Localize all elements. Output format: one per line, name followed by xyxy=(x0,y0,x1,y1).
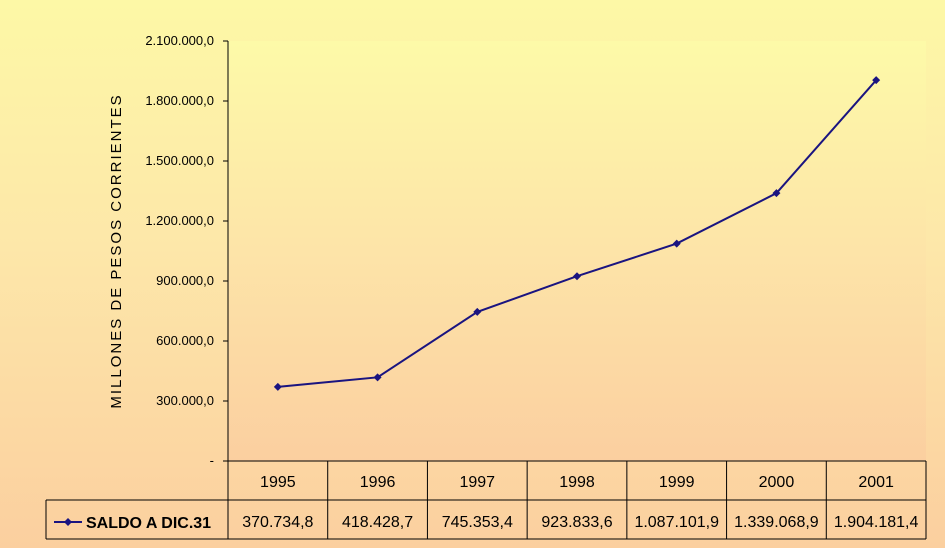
x-category-label: 1995 xyxy=(260,474,296,491)
data-point-marker xyxy=(872,76,881,85)
x-category-label: 1999 xyxy=(659,474,695,491)
data-point-marker xyxy=(473,307,482,316)
data-value-label: 370.734,8 xyxy=(242,514,313,531)
data-point-marker xyxy=(373,373,382,382)
y-axis: - 300.000,0 600.000,0 900.000,0 1.200.000,0 1… xyxy=(145,33,229,468)
data-value-label: 745.353,4 xyxy=(442,514,513,531)
y-tick-label: 900.000,0 xyxy=(156,273,214,288)
y-tick-label: - xyxy=(210,453,214,468)
y-tick-label: 300.000,0 xyxy=(156,393,214,408)
data-table: 1995 370.734,8 1996 418.428,7 1997 745.353,4 1… xyxy=(45,460,927,540)
data-value-label: 1.087.101,9 xyxy=(634,514,719,531)
data-point-marker xyxy=(672,239,681,248)
y-axis-title: MILLONES DE PESOS CORRIENTES xyxy=(108,93,125,408)
data-point-marker xyxy=(273,382,282,391)
x-category-label: 1998 xyxy=(559,474,595,491)
legend-marker-swatch xyxy=(64,518,72,526)
data-point-marker xyxy=(772,189,781,198)
x-category-label: 2000 xyxy=(759,474,795,491)
y-tick-label: 1.200.000,0 xyxy=(145,213,214,228)
data-value-label: 923.833,6 xyxy=(541,514,612,531)
y-tick-label: 600.000,0 xyxy=(156,333,214,348)
legend-label: SALDO A DIC.31 xyxy=(86,515,211,532)
x-category-label: 1997 xyxy=(459,474,495,491)
data-point-marker xyxy=(573,272,581,281)
y-tick-label: 1.500.000,0 xyxy=(145,153,214,168)
x-category-label: 2001 xyxy=(858,474,894,491)
y-tick-label: 2.100.000,0 xyxy=(145,33,214,48)
data-value-label: 418.428,7 xyxy=(342,514,413,531)
y-tick-label: 1.800.000,0 xyxy=(145,93,214,108)
data-value-label: 1.904.181,4 xyxy=(834,514,919,531)
series-line-group xyxy=(273,76,881,391)
x-category-label: 1996 xyxy=(360,474,396,491)
data-value-label: 1.339.068,9 xyxy=(734,514,819,531)
plot-area xyxy=(228,41,926,461)
